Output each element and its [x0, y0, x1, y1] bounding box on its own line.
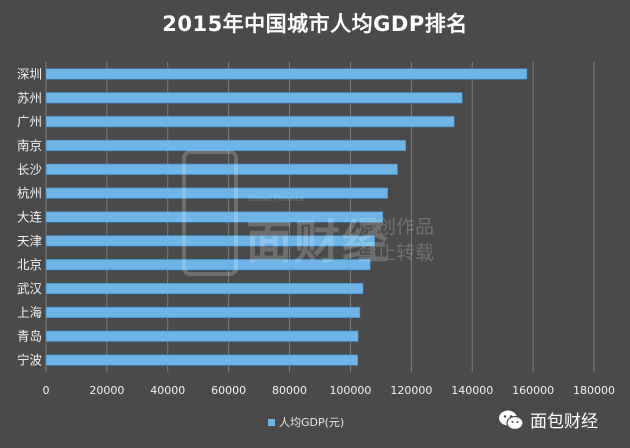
y-tick-label: 南京	[17, 138, 42, 153]
bar	[45, 163, 398, 175]
bar	[45, 306, 361, 318]
bar	[45, 187, 388, 199]
y-tick-label: 深圳	[17, 66, 42, 81]
y-tick-label: 青岛	[17, 329, 42, 344]
x-tick-label: 0	[43, 384, 50, 397]
x-tick-label: 160000	[512, 384, 554, 397]
bar	[45, 68, 528, 80]
legend-swatch	[268, 418, 275, 426]
legend: 人均GDP(元)	[268, 414, 344, 430]
wechat-icon	[499, 410, 524, 430]
x-tick-label: 120000	[390, 384, 432, 397]
x-tick-label: 40000	[150, 384, 185, 397]
bar	[45, 259, 371, 271]
chart-title: 2015年中国城市人均GDP排名	[162, 12, 468, 36]
x-tick-label: 140000	[451, 384, 493, 397]
y-tick-label: 广州	[17, 114, 42, 129]
x-tick-label: 180000	[573, 384, 615, 397]
bar	[45, 211, 384, 223]
bar	[45, 354, 358, 366]
bar	[45, 330, 359, 342]
bar	[45, 116, 455, 128]
x-tick-label: 100000	[329, 384, 371, 397]
bar	[45, 282, 364, 295]
brand: 面包财经	[498, 407, 598, 432]
y-tick-label: 长沙	[17, 162, 43, 177]
bar	[45, 92, 463, 104]
y-tick-label: 天津	[17, 233, 42, 248]
y-tick-label: 苏州	[17, 90, 42, 105]
x-tick-label: 20000	[89, 384, 124, 397]
y-tick-label: 杭州	[17, 186, 42, 201]
legend-label: 人均GDP(元)	[279, 416, 345, 429]
bar	[45, 235, 375, 247]
bar	[45, 139, 407, 152]
y-tick-label: 宁波	[17, 353, 43, 368]
y-tick-label: 上海	[17, 305, 43, 320]
x-tick-label: 60000	[211, 384, 246, 397]
x-tick-label: 80000	[272, 384, 307, 397]
brand-name: 面包财经	[530, 412, 598, 432]
y-tick-label: 北京	[17, 257, 42, 272]
y-tick-label: 大连	[17, 210, 43, 225]
y-tick-label: 武汉	[17, 281, 43, 296]
